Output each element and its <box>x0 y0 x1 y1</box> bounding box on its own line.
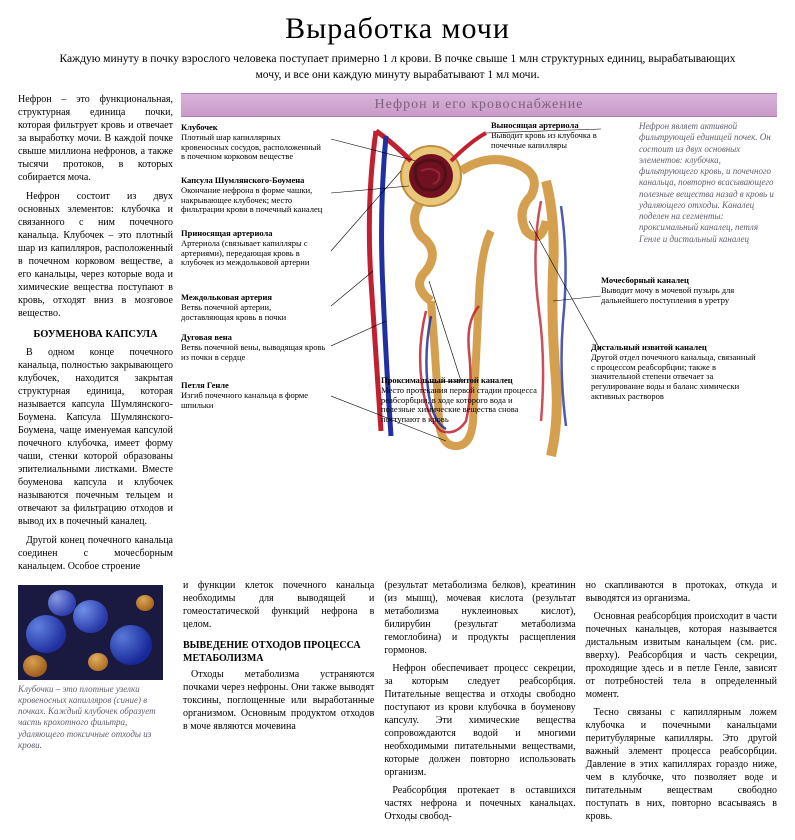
label-capsule: Капсула Шумлянского-Боумена Окончание не… <box>181 176 326 215</box>
label-desc: Изгиб почечного канальца в форме шпильки <box>181 390 308 410</box>
label-desc: Плотный шар капиллярных кровеносных сосу… <box>181 132 321 162</box>
left-p4: Другой конец почечного канальца соединен… <box>18 534 173 573</box>
lower-col-1: Клубочки – это плотные узелки кровеносны… <box>18 579 173 828</box>
italic-note: Нефрон являет активной фильтрующей едини… <box>639 121 777 245</box>
col4-p2: Основная реабсорбция происходит в части … <box>586 610 777 701</box>
label-title: Дуговая вена <box>181 332 232 342</box>
col2-p1: Отходы метаболизма устраняются почками ч… <box>183 668 374 733</box>
label-title: Приносящая артериола <box>181 228 273 238</box>
col3-p2: Нефрон обеспечивает процесс секреции, за… <box>384 662 575 779</box>
label-desc: Ветвь почечной вены, выводящая кровь из … <box>181 342 325 362</box>
content-grid: Нефрон – это функциональная, структурная… <box>18 93 777 579</box>
col2-cont: и функции клеток почечного канальца необ… <box>183 579 374 631</box>
label-arcuate-vein: Дуговая вена Ветвь почечной вены, выводя… <box>181 333 326 362</box>
label-collecting: Мочесборный каналец Выводит мочу в мочев… <box>601 276 746 305</box>
right-section: Нефрон и его кровоснабжение <box>181 93 777 579</box>
label-desc: Артериола (связывает капилляры с артерия… <box>181 238 309 268</box>
lower-col-4: но скапливаются в протоках, откуда и выв… <box>586 579 777 828</box>
label-title: Междольковая артерия <box>181 292 272 302</box>
glomeruli-micrograph <box>18 585 163 680</box>
col3-p3: Реабсорбция протекает в оставшихся частя… <box>384 784 575 823</box>
col4-p1: но скапливаются в протоках, откуда и выв… <box>586 579 777 605</box>
left-p3: В одном конце почечного канальца, полнос… <box>18 346 173 528</box>
label-desc: Окончание нефрона в форме чашки, накрыва… <box>181 185 322 215</box>
label-title: Капсула Шумлянского-Боумена <box>181 175 304 185</box>
lower-columns: Клубочки – это плотные узелки кровеносны… <box>18 579 777 828</box>
bowman-heading: БОУМЕНОВА КАПСУЛА <box>18 328 173 342</box>
label-distal: Дистальный извитой каналец Другой отдел … <box>591 343 756 402</box>
label-glomerulus: Клубочек Плотный шар капиллярных кровено… <box>181 123 326 162</box>
label-desc: Место протекания первой стадии процесса … <box>381 385 537 424</box>
label-title: Петля Генле <box>181 380 229 390</box>
label-afferent: Приносящая артериола Артериола (связывае… <box>181 229 326 268</box>
left-column: Нефрон – это функциональная, структурная… <box>18 93 173 579</box>
label-henle: Петля Генле Изгиб почечного канальца в ф… <box>181 381 326 410</box>
label-desc: Ветвь почечной артерии, доставляющая кро… <box>181 302 286 322</box>
intro-paragraph: Каждую минуту в почку взрослого человека… <box>18 52 777 83</box>
micrograph-caption: Клубочки – это плотные узелки кровеносны… <box>18 684 173 752</box>
label-title: Мочесборный каналец <box>601 275 689 285</box>
col4-p3: Тесно связаны с капиллярным ложем клубоч… <box>586 706 777 823</box>
label-title: Клубочек <box>181 122 218 132</box>
left-p1: Нефрон – это функциональная, структурная… <box>18 93 173 184</box>
label-proximal: Проксимальный извитой каналец Место прот… <box>381 376 541 425</box>
label-title: Выносящая артериола <box>491 120 579 130</box>
lower-col-3: (результат метаболизма белков), креатини… <box>384 579 575 828</box>
diagram-title-bar: Нефрон и его кровоснабжение <box>181 93 777 117</box>
label-interlobular: Междольковая артерия Ветвь почечной арте… <box>181 293 326 322</box>
label-desc: Другой отдел почечного канальца, связанн… <box>591 352 756 401</box>
page-title: Выработка мочи <box>18 12 777 46</box>
lower-col-2: и функции клеток почечного канальца необ… <box>183 579 374 828</box>
metabolism-heading: ВЫВЕДЕНИЕ ОТХОДОВ ПРОЦЕССА МЕТАБОЛИЗМА <box>183 639 374 665</box>
left-p2: Нефрон состоит из двух основных элементо… <box>18 190 173 320</box>
col3-p1: (результат метаболизма белков), креатини… <box>384 579 575 657</box>
label-desc: Выводит кровь из клубочка в почечные кап… <box>491 130 597 150</box>
label-efferent: Выносящая артериола Выводит кровь из клу… <box>491 121 611 150</box>
label-title: Дистальный извитой каналец <box>591 342 707 352</box>
label-title: Проксимальный извитой каналец <box>381 375 513 385</box>
nephron-diagram: Клубочек Плотный шар капиллярных кровено… <box>181 121 777 461</box>
label-desc: Выводит мочу в мочевой пузырь для дальне… <box>601 285 734 305</box>
